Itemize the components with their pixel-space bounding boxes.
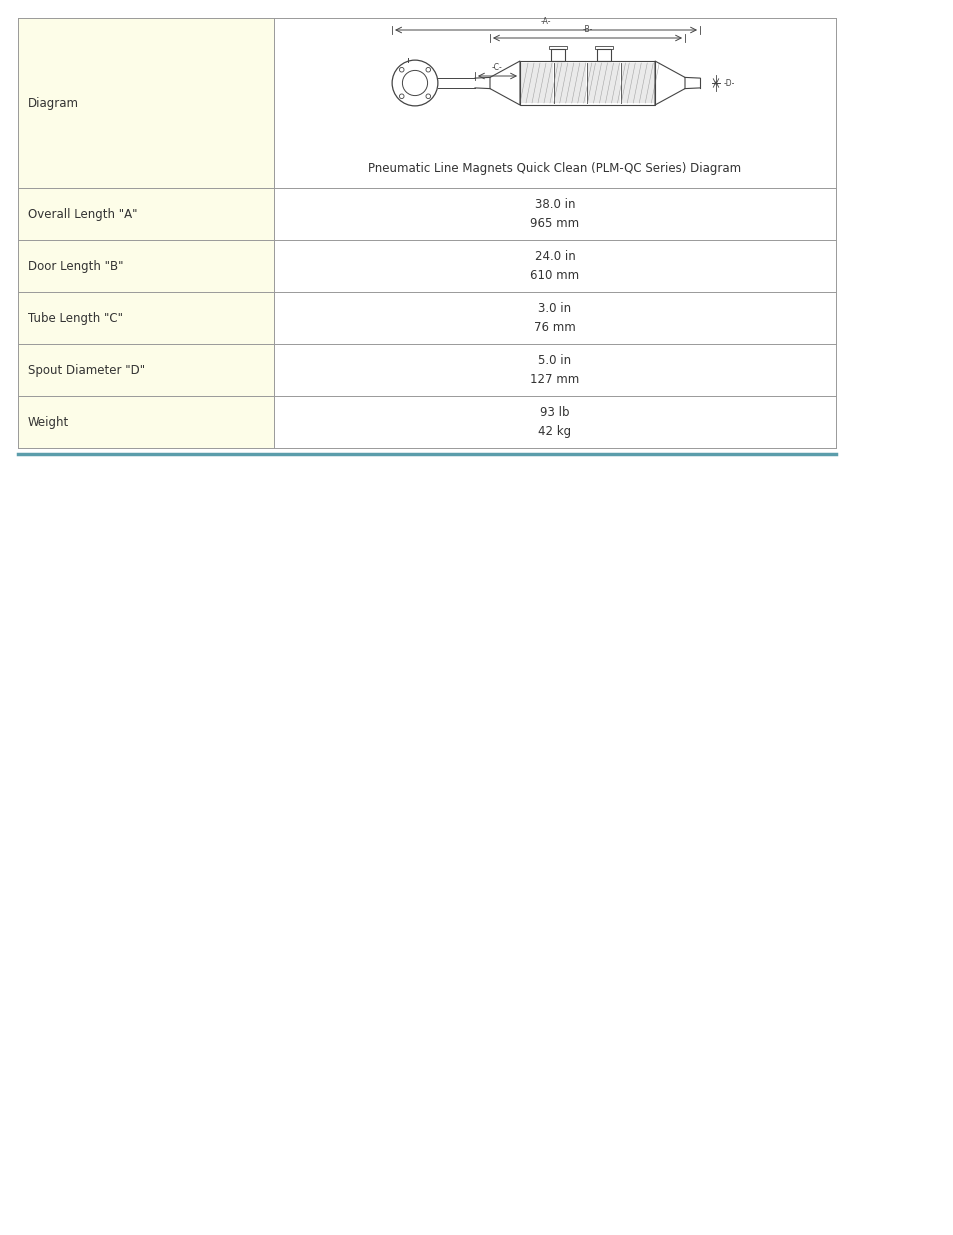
Bar (274, 188, 835, 240)
Bar (18, 19, 274, 188)
Bar (587, 63, 619, 103)
Text: Overall Length "A": Overall Length "A" (28, 207, 137, 221)
Text: -B-: -B- (581, 25, 592, 35)
Text: 93 lb
42 kg: 93 lb 42 kg (537, 406, 571, 438)
Bar (274, 396, 835, 448)
Text: Weight: Weight (28, 415, 70, 429)
Bar (519, 61, 655, 105)
Bar (594, 46, 612, 49)
Bar (18, 291, 274, 345)
Text: 5.0 in
127 mm: 5.0 in 127 mm (530, 354, 579, 387)
Text: Spout Diameter "D": Spout Diameter "D" (28, 363, 145, 377)
Bar (274, 345, 835, 396)
Bar (274, 291, 835, 345)
Text: Diagram: Diagram (28, 96, 79, 110)
Text: Tube Length "C": Tube Length "C" (28, 311, 123, 325)
Text: -C-: -C- (492, 63, 502, 72)
Text: -D-: -D- (723, 79, 735, 88)
Text: 3.0 in
76 mm: 3.0 in 76 mm (534, 303, 576, 333)
Bar (274, 240, 835, 291)
Bar (18, 345, 274, 396)
Bar (550, 49, 564, 61)
Bar (18, 396, 274, 448)
Bar (553, 63, 586, 103)
Bar (620, 63, 654, 103)
Bar (596, 49, 610, 61)
Bar (548, 46, 566, 49)
Text: 24.0 in
610 mm: 24.0 in 610 mm (530, 249, 579, 282)
Bar (18, 188, 274, 240)
Text: -A-: -A- (540, 17, 551, 26)
Text: Door Length "B": Door Length "B" (28, 259, 123, 273)
Bar (18, 240, 274, 291)
Text: 38.0 in
965 mm: 38.0 in 965 mm (530, 198, 579, 230)
Text: Pneumatic Line Magnets Quick Clean (PLM-QC Series) Diagram: Pneumatic Line Magnets Quick Clean (PLM-… (368, 162, 740, 174)
Bar (519, 63, 552, 103)
Bar (274, 19, 835, 188)
